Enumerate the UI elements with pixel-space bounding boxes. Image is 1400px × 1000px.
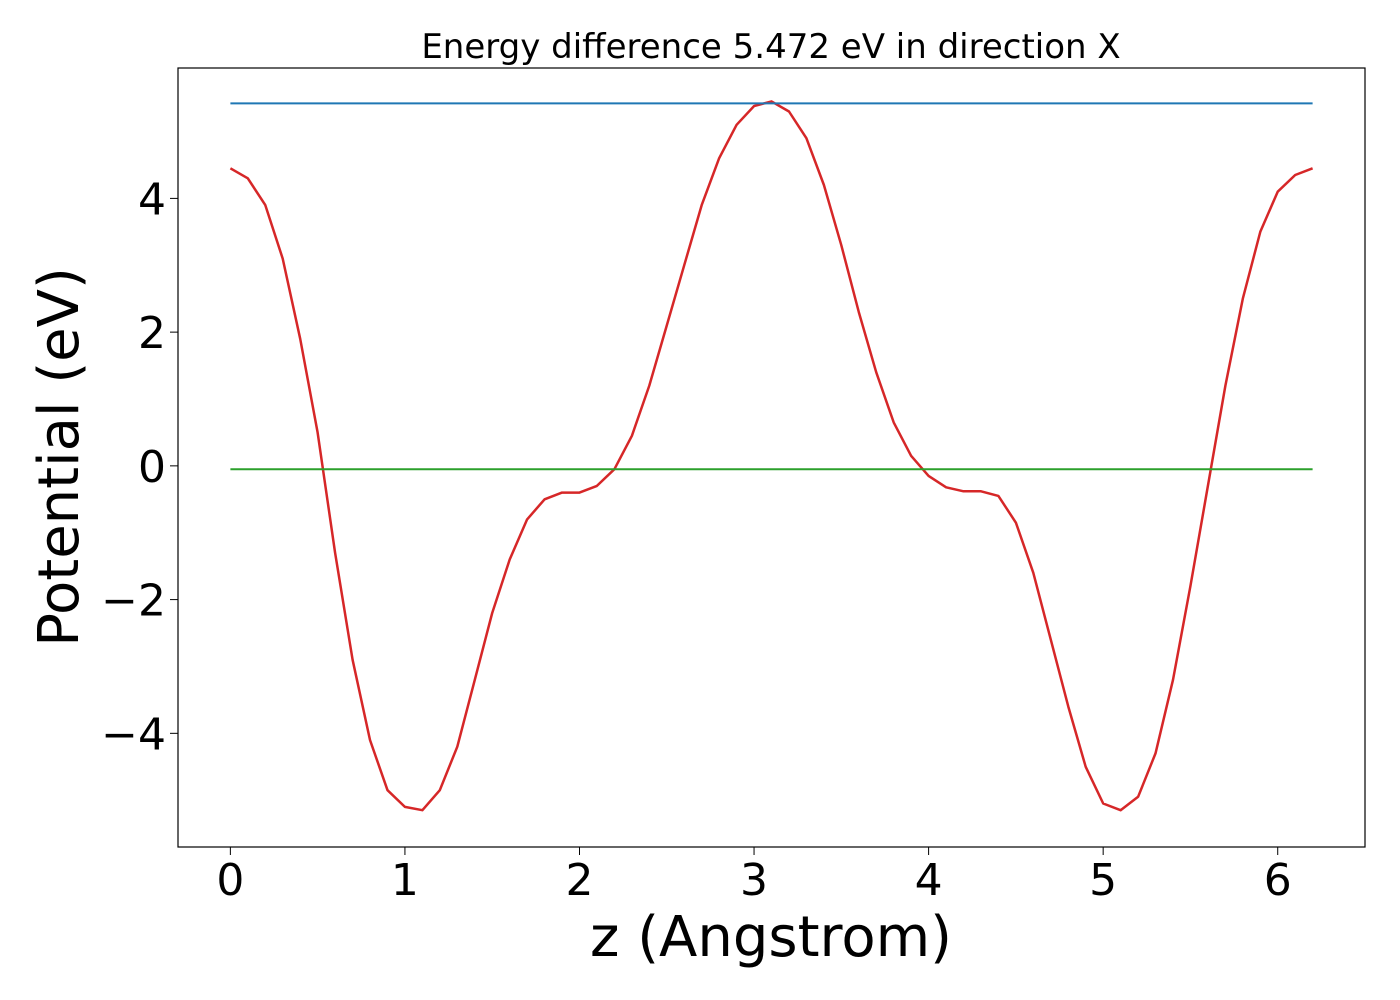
series-line-1: [229, 100, 1314, 812]
x-tick-label: 6: [1264, 855, 1292, 906]
x-tick-label: 1: [391, 855, 419, 906]
y-tick-label: 0: [138, 442, 166, 493]
plot-frame: [177, 67, 1366, 848]
y-axis-label: Potential (eV): [27, 267, 92, 647]
y-tick-label: 2: [138, 308, 166, 359]
x-tick-label: 3: [740, 855, 768, 906]
plot-lines: [229, 100, 1314, 812]
y-tick-label: −2: [101, 576, 166, 627]
x-axis-label: z (Angstrom): [590, 905, 952, 970]
x-tick-label: 2: [565, 855, 593, 906]
x-tick-label: 0: [216, 855, 244, 906]
y-tick-label: 4: [138, 174, 166, 225]
y-axis-ticks: −4 −2 0 2 4: [101, 174, 178, 760]
x-axis-ticks: 0 1 2 3 4 5 6: [216, 847, 1292, 906]
x-tick-label: 4: [915, 855, 943, 906]
y-tick-label: −4: [101, 709, 166, 760]
chart-title: Energy difference 5.472 eV in direction …: [421, 27, 1120, 67]
x-tick-label: 5: [1089, 855, 1117, 906]
